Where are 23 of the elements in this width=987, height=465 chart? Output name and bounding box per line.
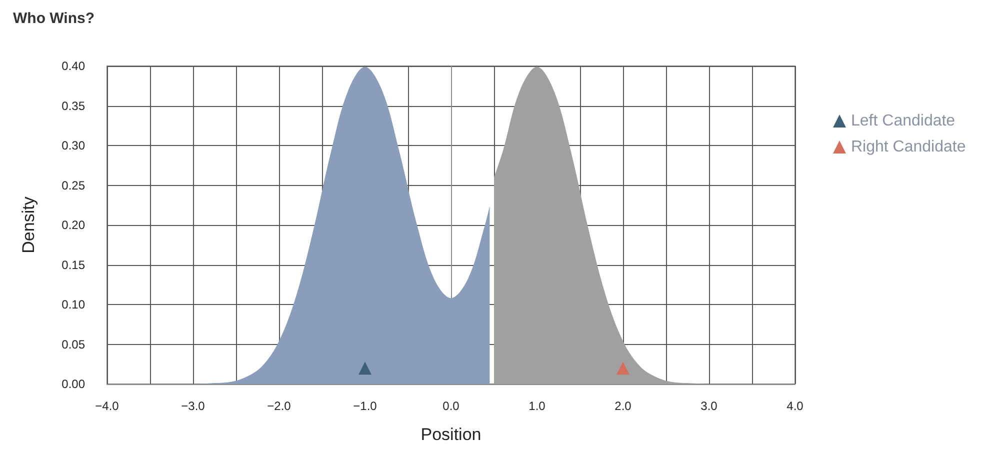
- chart-title: Who Wins?: [13, 10, 95, 27]
- y-tick-label: 0.40: [62, 59, 86, 73]
- y-tick-label: 0.05: [62, 337, 86, 352]
- y-tick-label: 0.10: [62, 298, 86, 312]
- legend-label: Left Candidate: [851, 112, 956, 130]
- legend-label: Right Candidate: [851, 138, 966, 156]
- x-tick-label: 4.0: [786, 399, 804, 413]
- x-tick-label: 0.0: [442, 399, 460, 413]
- y-tick-label: 0.00: [62, 377, 86, 391]
- y-tick-label: 0.30: [62, 138, 86, 152]
- x-tick-label: 2.0: [614, 399, 632, 413]
- x-tick-label: 1.0: [528, 399, 546, 413]
- y-axis-title: Density: [19, 196, 38, 254]
- x-tick-label: −2.0: [267, 399, 292, 413]
- x-tick-label: −3.0: [181, 399, 206, 413]
- x-tick-label: −4.0: [95, 399, 120, 413]
- x-tick-label: −1.0: [353, 399, 378, 413]
- y-tick-label: 0.35: [62, 98, 86, 113]
- y-tick-label: 0.20: [62, 218, 86, 232]
- y-tick-label: 0.25: [62, 178, 86, 192]
- y-tick-label: 0.15: [62, 258, 86, 272]
- x-tick-label: 3.0: [700, 399, 718, 413]
- x-axis-title: Position: [420, 425, 482, 444]
